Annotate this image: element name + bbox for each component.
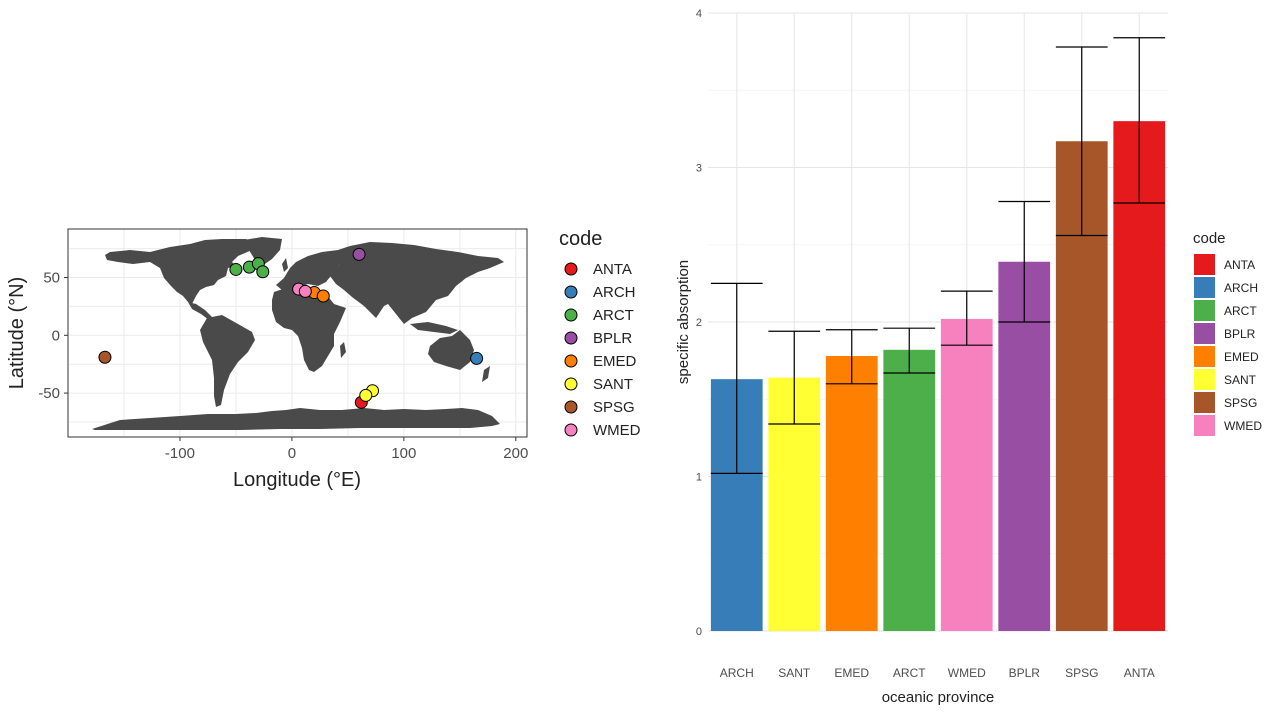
bar-legend-label-arct: ARCT [1224, 304, 1257, 318]
bar-emed [825, 355, 878, 631]
map-point-bplr [352, 247, 366, 261]
bar-legend-label-arch: ARCH [1224, 281, 1258, 295]
bar-bplr [998, 261, 1051, 631]
map-x-ticks: -100 0 100 200 [165, 437, 528, 462]
map-legend-key-bplr [564, 331, 578, 345]
map-point-arch [470, 351, 484, 365]
map-panel: -100 0 100 200 -50 0 50 Longitude (°E) Latitu… [6, 228, 641, 491]
map-legend-key-arct [564, 308, 578, 322]
map-legend-label-emed: EMED [593, 353, 637, 370]
bar-legend-label-sant: SANT [1224, 373, 1257, 387]
bar-legend-key-wmed [1194, 415, 1215, 436]
map-legend-label-anta: ANTA [593, 261, 632, 278]
bar-legend-key-arch [1194, 277, 1215, 298]
bar-legend-key-arct [1194, 300, 1215, 321]
land-new-zealand [482, 366, 490, 382]
map-x-tick-label: 0 [288, 445, 296, 462]
map-legend-title: code [559, 228, 602, 250]
land-antarctica [92, 408, 500, 430]
land-uk [282, 258, 288, 272]
bar-legend-label-emed: EMED [1224, 350, 1259, 364]
land-north-america [105, 239, 256, 304]
bar-y-tick-label: 3 [696, 163, 702, 175]
map-legend-label-wmed: WMED [593, 422, 641, 439]
map-legend-key-sant [564, 377, 578, 391]
map-legend: ANTA ARCH ARCT BPLR EMED SANT SPSG WMED [564, 261, 641, 439]
bar-x-tick-label: WMED [948, 666, 986, 680]
land-australia [428, 330, 474, 370]
map-y-axis-title: Latitude (°N) [6, 277, 28, 390]
bar-y-tick-label: 4 [696, 8, 702, 20]
bar-y-tick-label: 0 [696, 626, 702, 638]
map-x-axis-title: Longitude (°E) [233, 469, 361, 491]
map-legend-label-arct: ARCT [593, 307, 634, 324]
world-landmass [92, 237, 504, 430]
map-point-sant [359, 388, 373, 402]
map-x-tick-label: -100 [165, 445, 195, 462]
bar-y-tick-label: 2 [696, 317, 702, 329]
map-legend-label-bplr: BPLR [593, 330, 632, 347]
bar-legend-key-sant [1194, 369, 1215, 390]
bar-legend-label-bplr: BPLR [1224, 327, 1256, 341]
bar-x-tick-label: ARCT [893, 666, 926, 680]
bar-legend-label-spsg: SPSG [1224, 396, 1257, 410]
bar-series [710, 121, 1166, 632]
bar-legend-key-bplr [1194, 323, 1215, 344]
map-legend-key-spsg [564, 400, 578, 414]
land-greenland [244, 237, 282, 266]
bar-y-tick-label: 1 [696, 472, 702, 484]
map-x-tick-label: 200 [503, 445, 528, 462]
bar-x-tick-label: SANT [778, 666, 811, 680]
land-south-america [200, 315, 255, 407]
map-y-tick-label: 0 [52, 327, 60, 344]
error-bars [710, 37, 1166, 475]
map-legend-label-arch: ARCH [593, 284, 636, 301]
map-point-arct [256, 265, 270, 279]
bar-arct [883, 349, 936, 631]
bar-legend-key-spsg [1194, 392, 1215, 413]
map-legend-key-anta [564, 262, 578, 276]
land-japan [458, 266, 466, 282]
bar-panel: 0 1 2 3 4 ARCH SANT EMED ARCT WMED BPLR SPSG ANTA o… [675, 8, 1262, 706]
bar-x-tick-label: ANTA [1124, 666, 1155, 680]
map-y-tick-label: 50 [43, 270, 60, 287]
map-y-ticks: -50 0 50 [38, 270, 68, 402]
bar-legend-title: code [1193, 230, 1226, 247]
bar-legend-label-anta: ANTA [1224, 258, 1255, 272]
map-point-wmed [298, 284, 312, 298]
map-point-emed [316, 289, 330, 303]
bar-x-tick-label: SPSG [1065, 666, 1098, 680]
bar-x-tick-label: EMED [834, 666, 869, 680]
map-legend-label-spsg: SPSG [593, 399, 635, 416]
map-legend-key-arch [564, 285, 578, 299]
map-legend-label-sant: SANT [593, 376, 633, 393]
bar-y-ticks: 0 1 2 3 4 [696, 8, 702, 638]
bar-legend-key-anta [1194, 254, 1215, 275]
bar-legend-label-wmed: WMED [1224, 419, 1262, 433]
land-se-asia-islands [410, 322, 458, 334]
bar-x-ticks: ARCH SANT EMED ARCT WMED BPLR SPSG ANTA [720, 666, 1155, 680]
bar-legend: ANTA ARCH ARCT BPLR EMED SANT SPSG WMED [1194, 254, 1262, 436]
bar-x-tick-label: BPLR [1009, 666, 1041, 680]
bar-wmed [940, 318, 993, 631]
map-legend-key-wmed [564, 423, 578, 437]
map-x-tick-label: 100 [391, 445, 416, 462]
land-central-america [188, 302, 213, 320]
bar-legend-key-emed [1194, 346, 1215, 367]
land-asia [330, 242, 504, 324]
bar-x-tick-label: ARCH [720, 666, 754, 680]
map-y-tick-label: -50 [38, 385, 60, 402]
map-points [98, 247, 484, 409]
bar-y-axis-title: specific absorption [675, 260, 692, 384]
bar-anta [1113, 121, 1166, 632]
land-europe [276, 250, 346, 290]
map-point-spsg [98, 350, 112, 364]
land-africa [272, 288, 346, 372]
bar-x-axis-title: oceanic province [882, 689, 995, 706]
map-point-arct [229, 262, 243, 276]
land-madagascar [340, 342, 346, 358]
map-legend-key-emed [564, 354, 578, 368]
